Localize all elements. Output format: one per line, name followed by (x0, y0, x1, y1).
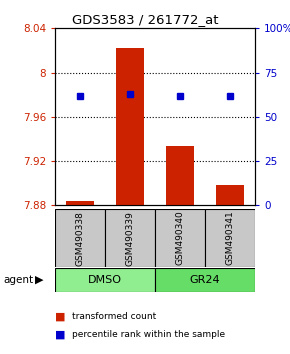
Text: GSM490341: GSM490341 (226, 211, 235, 266)
Text: GSM490339: GSM490339 (126, 211, 135, 266)
Bar (155, 209, 205, 267)
Text: transformed count: transformed count (72, 312, 157, 321)
Text: ▶: ▶ (35, 275, 44, 285)
Text: GSM490338: GSM490338 (76, 211, 85, 266)
Text: agent: agent (3, 275, 33, 285)
Bar (55, 268, 155, 292)
Bar (66, 201, 94, 205)
Text: GDS3583 / 261772_at: GDS3583 / 261772_at (72, 13, 218, 26)
Bar (155, 268, 255, 292)
Text: ■: ■ (55, 312, 66, 322)
Text: percentile rank within the sample: percentile rank within the sample (72, 330, 226, 339)
Bar (55, 209, 105, 267)
Text: DMSO: DMSO (88, 275, 122, 285)
Text: GSM490340: GSM490340 (176, 211, 185, 266)
Text: ■: ■ (55, 330, 66, 339)
Bar (116, 48, 144, 205)
Bar (216, 185, 244, 205)
Bar (205, 209, 255, 267)
Text: GR24: GR24 (190, 275, 220, 285)
Bar (105, 209, 155, 267)
Bar (166, 145, 194, 205)
